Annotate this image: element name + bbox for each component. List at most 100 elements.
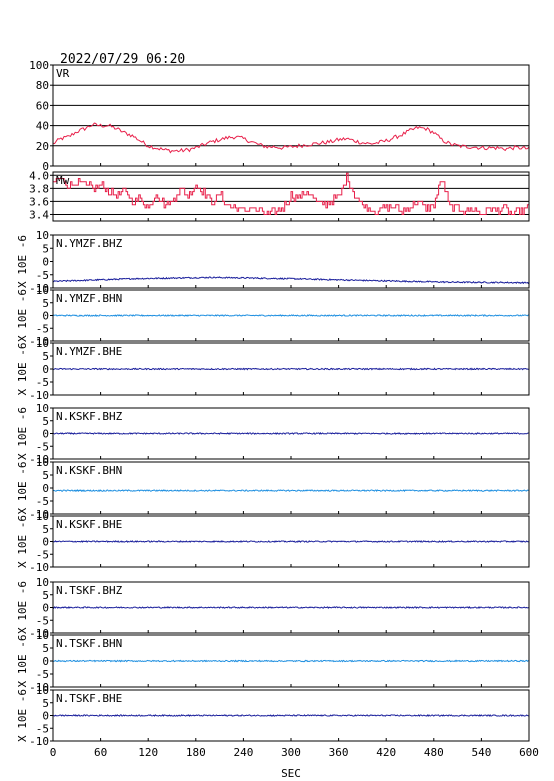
- y-tick-label-3: 5: [42, 415, 49, 428]
- y-tick-label-1: -5: [36, 495, 49, 508]
- x-tick-label-7: 420: [376, 746, 396, 759]
- y-tick-label-0: -10: [29, 681, 49, 694]
- y-tick-label-4: 10: [36, 402, 49, 415]
- y-axis-label: X 10E -6: [16, 581, 29, 634]
- mw-line: [53, 172, 530, 215]
- panel-label: N.YMZF.BHN: [56, 292, 122, 305]
- y-axis-label: X 10E -6: [16, 689, 29, 742]
- y-tick-label-4: 10: [36, 576, 49, 589]
- y-tick-label-0: -10: [29, 282, 49, 295]
- y-tick-label-0: -10: [29, 627, 49, 640]
- y-axis-label: X 10E -6: [16, 462, 29, 515]
- waveform-line: [52, 432, 529, 435]
- y-tick-label-4: 10: [36, 684, 49, 697]
- y-axis-label: X 10E -6: [16, 235, 29, 288]
- y-tick-label-4: 10: [36, 337, 49, 350]
- panel-label: N.YMZF.BHZ: [56, 237, 123, 250]
- y-tick-label-2: 0: [42, 363, 49, 376]
- y-tick-label-3: 5: [42, 469, 49, 482]
- waveform-line: [52, 606, 530, 609]
- y-tick-label-1: -5: [36, 322, 49, 335]
- y-tick-label-0: -10: [29, 389, 49, 402]
- y-tick-label-1: -5: [36, 440, 49, 453]
- x-tick-label-10: 600: [519, 746, 539, 759]
- waveform-line: [52, 659, 529, 663]
- x-tick-label-5: 300: [281, 746, 301, 759]
- x-tick-label-2: 120: [138, 746, 158, 759]
- panel-label: N.KSKF.BHN: [56, 464, 122, 477]
- y-tick-label-4: 80: [36, 79, 49, 92]
- y-tick-label-2: 0: [42, 536, 49, 549]
- y-tick-label-1: 3.6: [29, 195, 49, 208]
- panel-label: VR: [56, 67, 70, 80]
- x-tick-label-8: 480: [424, 746, 444, 759]
- y-tick-label-3: 5: [42, 242, 49, 255]
- y-tick-label-2: 40: [36, 120, 49, 133]
- y-tick-label-4: 10: [36, 229, 49, 242]
- x-axis: 0 60 120 180 240 300 360 420 480 540 600: [50, 163, 539, 759]
- waveform-line: [52, 540, 530, 543]
- y-tick-label-2: 0: [42, 256, 49, 269]
- panel-0: 0 20 40 60 80 100 VR: [29, 59, 530, 173]
- y-tick-label-3: 5: [42, 297, 49, 310]
- y-tick-label-0: 3.4: [29, 208, 49, 221]
- y-tick-label-3: 5: [42, 523, 49, 536]
- timestamp-label: 2022/07/29 06:20: [60, 52, 185, 67]
- y-tick-label-3: 5: [42, 697, 49, 710]
- waveform-line: [52, 367, 529, 371]
- y-axis-label: X 10E -6: [16, 343, 29, 396]
- panel-label: N.YMZF.BHE: [56, 345, 122, 358]
- y-tick-label-0: -10: [29, 335, 49, 348]
- y-tick-label-0: -10: [29, 561, 49, 574]
- x-axis-title: SEC: [281, 767, 301, 780]
- y-tick-label-1: -5: [36, 722, 49, 735]
- y-tick-label-2: 0: [42, 602, 49, 615]
- y-tick-label-2: 0: [42, 310, 49, 323]
- y-tick-label-0: 0: [42, 160, 49, 173]
- y-tick-label-1: -5: [36, 269, 49, 282]
- y-tick-label-0: -10: [29, 453, 49, 466]
- y-tick-label-3: 5: [42, 589, 49, 602]
- y-tick-label-2: 0: [42, 655, 49, 668]
- panel-label: Mw: [56, 174, 70, 187]
- x-tick-label-1: 60: [94, 746, 107, 759]
- y-tick-label-1: -5: [36, 614, 49, 627]
- waveform-line: [52, 489, 530, 493]
- x-tick-label-3: 180: [186, 746, 206, 759]
- y-axis-label: X 10E -6: [16, 407, 29, 460]
- y-tick-label-0: -10: [29, 508, 49, 521]
- x-tick-label-4: 240: [233, 746, 253, 759]
- y-tick-label-0: -10: [29, 735, 49, 748]
- vr-line: [52, 122, 530, 154]
- y-tick-label-2: 3.8: [29, 182, 49, 195]
- y-tick-label-1: -5: [36, 668, 49, 681]
- panel-label: N.KSKF.BHZ: [56, 410, 123, 423]
- y-tick-label-2: 0: [42, 710, 49, 723]
- y-tick-label-3: 5: [42, 350, 49, 363]
- y-tick-label-4: 10: [36, 456, 49, 469]
- y-tick-label-3: 60: [36, 99, 49, 112]
- waveform-line: [52, 313, 529, 317]
- y-tick-label-4: 10: [36, 629, 49, 642]
- y-tick-label-1: -5: [36, 376, 49, 389]
- panel-label: N.KSKF.BHE: [56, 518, 122, 531]
- y-tick-label-2: 0: [42, 428, 49, 441]
- waveform-line: [53, 276, 530, 285]
- panel-label: N.TSKF.BHE: [56, 692, 122, 705]
- panel-label: N.TSKF.BHZ: [56, 584, 123, 597]
- y-tick-label-3: 5: [42, 642, 49, 655]
- panel-label: N.TSKF.BHN: [56, 637, 122, 650]
- waveform-line: [52, 714, 530, 718]
- y-tick-label-4: 10: [36, 510, 49, 523]
- y-tick-label-2: 0: [42, 482, 49, 495]
- x-tick-label-9: 540: [471, 746, 491, 759]
- y-axis-label: X 10E -6: [16, 635, 29, 688]
